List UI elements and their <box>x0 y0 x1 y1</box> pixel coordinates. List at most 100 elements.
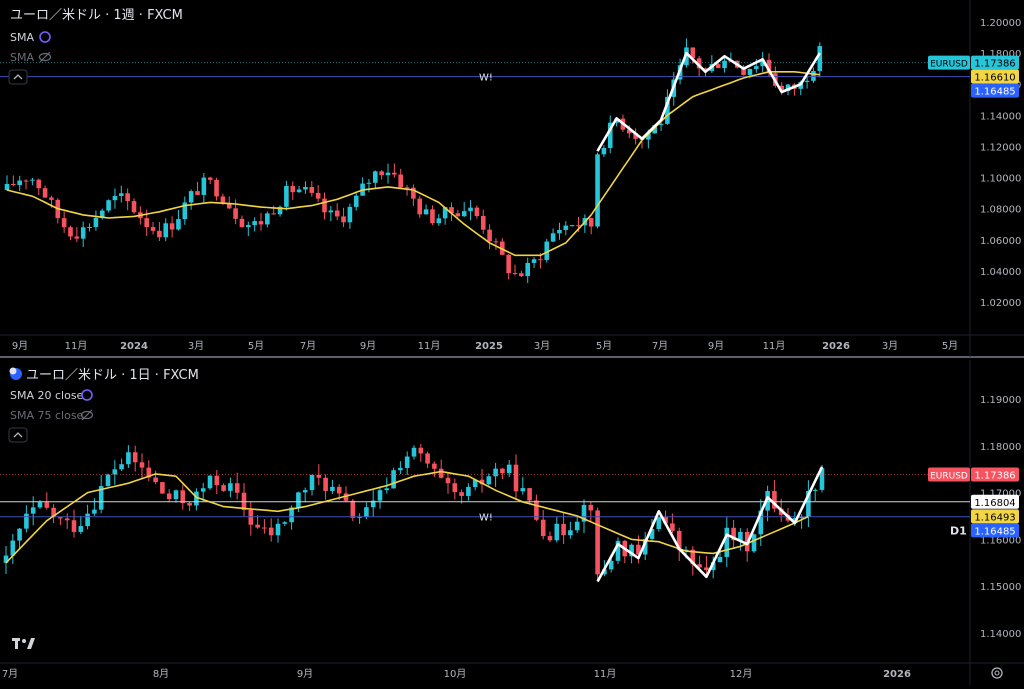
candle-body <box>61 218 67 228</box>
candle-body <box>819 468 825 490</box>
candle-body <box>633 133 638 139</box>
price-tick-label: 1.10000 <box>980 174 1021 185</box>
candle-body <box>36 179 42 189</box>
candle-body <box>379 171 384 176</box>
candle-body <box>119 464 124 470</box>
candle-body <box>328 210 334 213</box>
candle-body <box>139 462 145 468</box>
candle-body <box>683 549 689 551</box>
collapse-legend-button[interactable] <box>8 69 28 85</box>
candle-body <box>106 200 111 211</box>
candle-body <box>353 195 359 207</box>
candle-body <box>531 259 537 263</box>
candle-body <box>404 187 410 189</box>
candle-body <box>126 452 131 465</box>
daily-sma20-label[interactable]: SMA 20 close <box>10 389 84 402</box>
candle-body <box>772 491 777 509</box>
candle-body <box>214 179 219 197</box>
candle-body <box>3 555 9 563</box>
eye-hidden-icon[interactable] <box>80 409 94 421</box>
daily-candles <box>3 444 825 581</box>
candle-body <box>188 191 194 203</box>
candle-body <box>418 447 424 454</box>
time-tick-label: 7月 <box>652 340 668 352</box>
weekly-price-axis[interactable]: 1.200001.180001.160001.140001.120001.100… <box>928 18 1021 309</box>
candle-body <box>228 483 233 491</box>
weekly-sma-hidden-label[interactable]: SMA <box>10 51 34 64</box>
sma-line[interactable] <box>5 470 809 564</box>
sma-line[interactable] <box>6 71 820 257</box>
candle-body <box>806 490 811 517</box>
price-tick-label: 1.15000 <box>980 582 1021 593</box>
candle-body <box>200 488 206 492</box>
price-badge <box>971 509 1019 524</box>
zigzag-drawing[interactable] <box>596 466 824 583</box>
daily-price-axis[interactable]: 1.19000 1.18000 1.17000 1.16000 1.15000 1.140… <box>928 395 1021 640</box>
level-label: W! <box>479 513 493 524</box>
candle-body <box>534 500 539 520</box>
weekly-time-axis[interactable]: 9月 11月 2024 3月 5月 7月 9月 11月 2025 3月 5月 7月 9月 11月 2026 3… <box>12 340 958 352</box>
candle-body <box>105 474 111 487</box>
tradingview-logo-icon[interactable] <box>12 638 35 649</box>
settings-gear-icon[interactable] <box>991 667 1003 679</box>
eye-hidden-icon[interactable] <box>38 51 52 63</box>
candle-body <box>350 500 356 518</box>
candle-body <box>588 218 594 227</box>
candle-body <box>423 209 429 215</box>
candle-body <box>282 522 288 524</box>
candle-body <box>636 544 641 555</box>
daily-chart-title[interactable]: ユーロ／米ドル · 1日 · FXCM <box>26 368 199 383</box>
candle-body <box>384 488 390 491</box>
candle-body <box>601 147 607 155</box>
price-badge <box>971 523 1019 538</box>
candle-body <box>195 191 200 195</box>
candle-body <box>779 85 784 91</box>
candle-body <box>296 492 301 508</box>
candle-body <box>765 491 770 511</box>
weekly-overlays: W! <box>0 51 970 257</box>
candle-body <box>519 273 524 277</box>
candle-body <box>649 529 655 539</box>
price-tick-label: 1.08000 <box>980 205 1021 216</box>
zigzag-drawing[interactable] <box>596 51 821 152</box>
candle-body <box>547 536 553 541</box>
weekly-sma-label[interactable]: SMA <box>10 31 34 44</box>
candle-body <box>520 488 526 492</box>
daily-sma75-label[interactable]: SMA 75 close <box>10 409 84 422</box>
price-badge-value: 1.17386 <box>974 471 1015 482</box>
candle-body <box>169 223 175 230</box>
candle-body <box>268 527 274 536</box>
candle-body <box>411 447 417 457</box>
weekly-chart-panel[interactable] <box>0 0 1024 357</box>
collapse-legend-button[interactable] <box>8 427 28 443</box>
candle-body <box>461 211 467 217</box>
candle-body <box>252 221 257 226</box>
candle-body <box>741 67 746 75</box>
price-badge <box>971 55 1019 70</box>
candle-body <box>180 490 186 504</box>
candle-body <box>513 464 519 492</box>
time-tick-label: 7月 <box>2 668 18 680</box>
candle-body <box>544 241 550 260</box>
time-tick-label: 9月 <box>360 340 376 352</box>
time-tick-label: 7月 <box>300 340 316 352</box>
price-badge <box>971 83 1019 98</box>
price-tick-label: 1.06000 <box>980 236 1021 247</box>
time-tick-label: 5月 <box>248 340 264 352</box>
daily-time-axis[interactable]: 7月 8月 9月 10月 11月 12月 2026 <box>2 668 911 680</box>
candle-body <box>17 180 22 186</box>
price-badge-value: 1.16493 <box>974 512 1015 523</box>
loading-icon[interactable] <box>81 389 93 401</box>
candle-body <box>799 516 804 519</box>
candle-body <box>42 188 48 198</box>
daily-chart-panel[interactable] <box>0 358 1024 685</box>
candle-body <box>602 569 607 575</box>
candle-body <box>595 510 600 575</box>
candle-body <box>792 518 798 521</box>
candle-body <box>271 213 276 215</box>
candle-body <box>588 504 594 511</box>
weekly-chart-title[interactable]: ユーロ／米ドル · 1週 · FXCM <box>10 8 183 23</box>
loading-icon[interactable] <box>39 31 51 43</box>
candle-body <box>302 490 308 493</box>
